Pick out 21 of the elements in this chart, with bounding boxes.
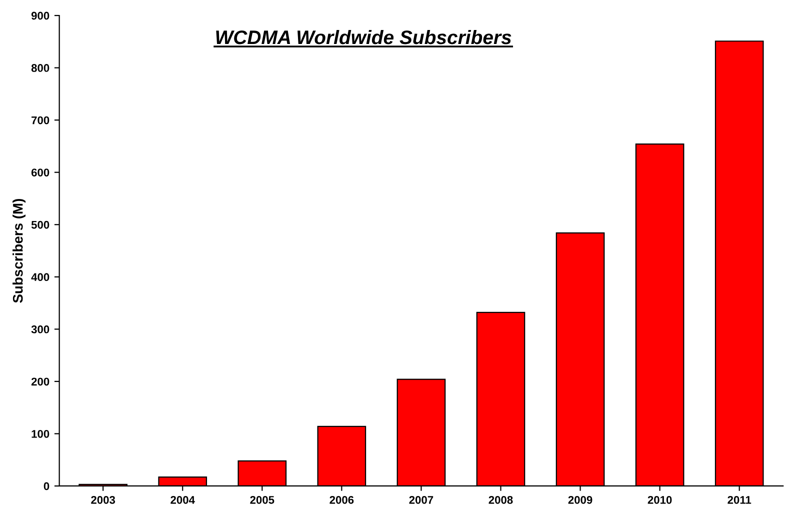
x-tick-label: 2007 [409,496,434,504]
y-tick-label: 300 [31,325,50,334]
y-tick-label: 400 [31,273,50,282]
x-tick-label: 2003 [91,496,116,504]
x-tick-label: 2006 [330,496,354,504]
y-tick-label: 100 [32,430,50,438]
y-tick-label: 500 [31,220,50,229]
x-tick-label: 2010 [648,496,672,504]
x-tick-label: 2011 [728,496,752,504]
x-tick-label: 2004 [170,496,195,504]
y-tick-label: 200 [31,378,50,386]
y-axis-title: Subscribers (M) [12,198,26,303]
x-tick-label: 2008 [488,496,513,504]
y-tick-label: 600 [31,168,50,176]
y-tick-label: 800 [31,64,50,72]
x-tick-label: 2009 [568,496,592,504]
y-tick-label: 700 [32,116,50,124]
text: WCDMA Worldwide Subscribers [216,30,512,44]
x-tick-label: 2005 [250,496,274,504]
y-tick-label: 0 [44,482,50,490]
y-tick-label: 900 [31,12,50,20]
